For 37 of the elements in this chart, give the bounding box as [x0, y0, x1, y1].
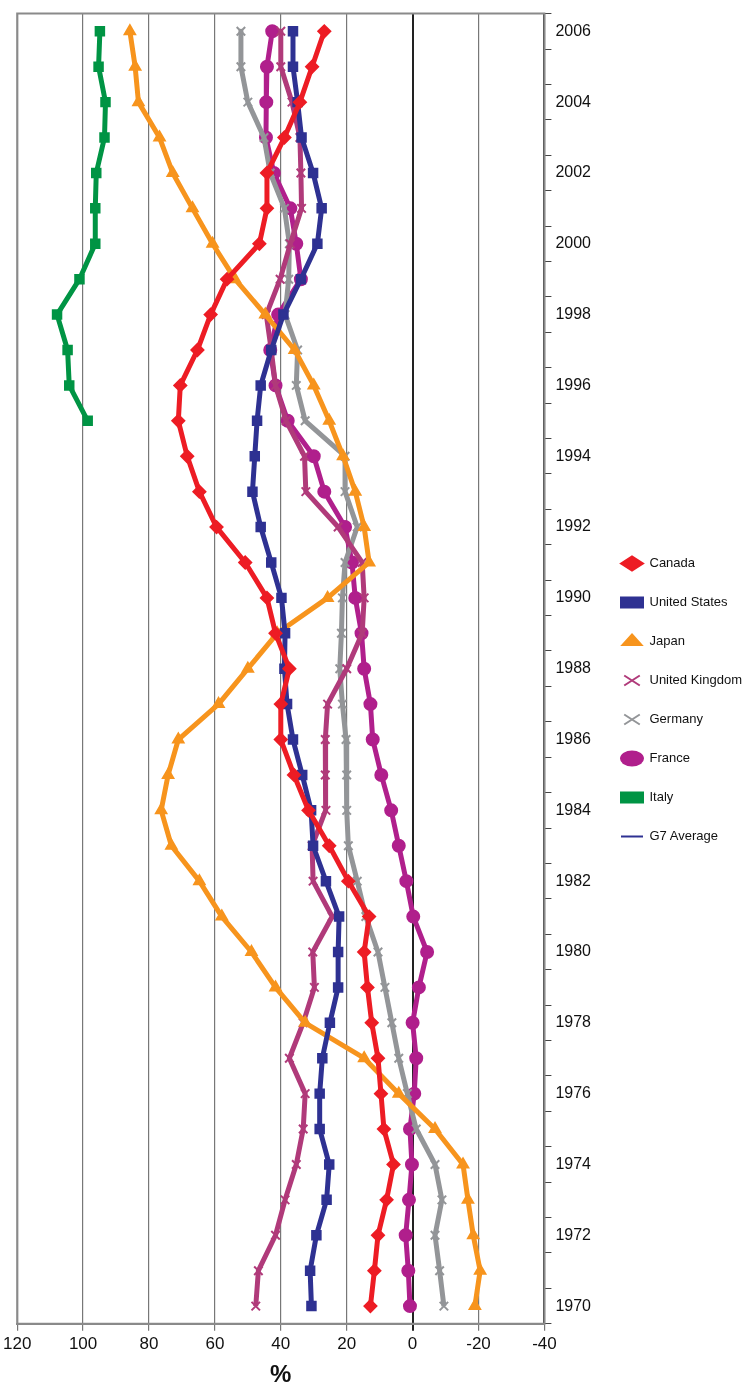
y-tick-label: 1976 [555, 1084, 592, 1102]
y-tick-label: 2006 [555, 21, 592, 39]
y-tick-label: 1974 [555, 1154, 592, 1172]
y-tick-label: 1992 [555, 517, 592, 535]
y-tick-label: 1996 [555, 375, 592, 393]
y-tick-label: 1988 [555, 659, 592, 677]
x-tick-label: -40 [532, 1333, 557, 1353]
y-tick-label: 1970 [555, 1296, 592, 1314]
x-tick-label: 100 [68, 1333, 98, 1353]
y-tick-label: 2000 [555, 234, 592, 252]
y-tick-label: 1980 [555, 942, 592, 960]
y-tick-label: 1978 [555, 1013, 592, 1031]
y-tick-label: 1972 [555, 1225, 592, 1243]
y-tick-label: 2002 [555, 163, 592, 181]
x-tick-label: -20 [466, 1333, 491, 1353]
x-tick-label: 80 [139, 1333, 159, 1353]
x-tick-label: 0 [407, 1333, 418, 1353]
x-tick-label: 60 [205, 1333, 225, 1353]
y-tick-label: 1998 [555, 305, 592, 322]
legend-label: Germany [649, 711, 704, 727]
legend-label: Italy [649, 789, 674, 805]
y-tick-label: 1984 [555, 800, 592, 818]
legend-label: G7 Average [649, 828, 718, 844]
x-axis-title: % [270, 1360, 292, 1388]
y-tick-label: 1982 [555, 871, 592, 889]
y-tick-label: 1994 [555, 446, 592, 464]
x-tick-label: 120 [2, 1333, 32, 1353]
legend-label: United Kingdom [649, 672, 742, 688]
y-tick-label: 1990 [555, 588, 592, 606]
legend-label: Canada [649, 555, 696, 571]
y-tick-label: 2004 [555, 92, 592, 110]
legend-label: Japan [649, 633, 685, 649]
x-tick-label: 40 [271, 1333, 291, 1353]
x-tick-label: 20 [337, 1333, 357, 1353]
legend-label: United States [649, 594, 729, 610]
legend-label: France [649, 750, 690, 766]
y-tick-label: 1986 [555, 729, 592, 747]
